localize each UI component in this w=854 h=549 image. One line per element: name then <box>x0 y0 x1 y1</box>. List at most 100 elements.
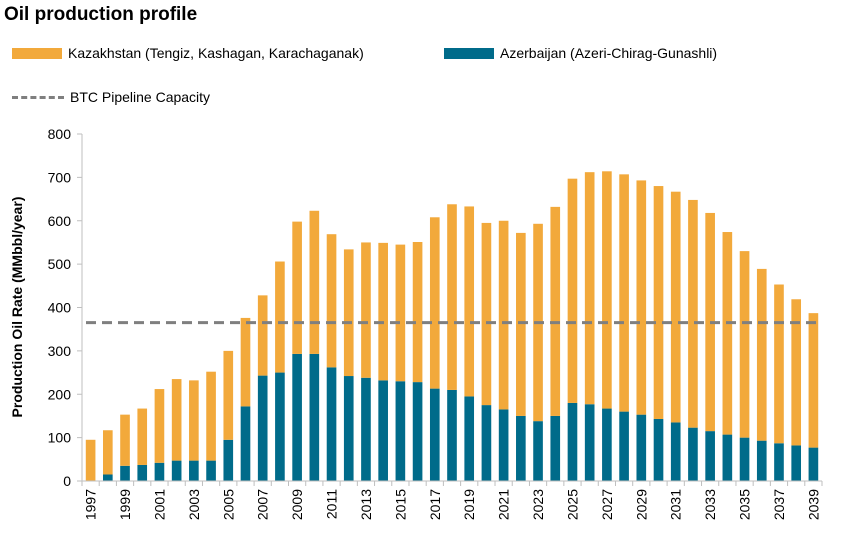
y-tick-label: 300 <box>48 343 72 359</box>
x-tick-label: 2017 <box>427 489 443 520</box>
bar-kazakhstan-1999 <box>120 414 130 466</box>
bar-azerbaijan-2000 <box>137 464 148 481</box>
legend-label-btc: BTC Pipeline Capacity <box>70 89 211 105</box>
x-tick-label: 2029 <box>633 489 649 520</box>
bar-kazakhstan-2007 <box>257 295 268 376</box>
bar-kazakhstan-2005 <box>223 350 234 440</box>
bar-kazakhstan-2021 <box>498 220 509 410</box>
bar-kazakhstan-2034 <box>722 232 733 435</box>
bar-azerbaijan-2026 <box>584 404 595 481</box>
y-tick-label: 200 <box>48 386 72 402</box>
y-axis-label: Production Oil Rate (MMbbl/year) <box>9 197 25 418</box>
bar-kazakhstan-2014 <box>378 242 388 381</box>
x-tick-label: 2015 <box>392 489 408 520</box>
x-tick-label: 2033 <box>702 489 718 520</box>
x-tick-label: 2001 <box>151 489 167 520</box>
bar-azerbaijan-2034 <box>722 434 733 481</box>
bar-azerbaijan-2016 <box>412 382 423 481</box>
x-tick-label: 2035 <box>737 489 753 520</box>
bar-azerbaijan-2021 <box>498 409 509 481</box>
bar-azerbaijan-2009 <box>292 353 302 481</box>
bar-kazakhstan-2016 <box>412 242 423 383</box>
bar-kazakhstan-2032 <box>688 199 698 428</box>
y-tick-label: 600 <box>48 213 72 229</box>
legend-label-azerbaijan: Azerbaijan (Azeri-Chirag-Gunashli) <box>500 45 718 61</box>
bar-azerbaijan-2017 <box>429 388 440 481</box>
bar-kazakhstan-2004 <box>206 371 216 461</box>
bar-azerbaijan-2038 <box>791 445 802 481</box>
bar-azerbaijan-2004 <box>206 460 216 481</box>
bar-azerbaijan-2028 <box>619 411 629 481</box>
bar-kazakhstan-2011 <box>326 234 337 368</box>
bar-azerbaijan-1998 <box>103 474 113 481</box>
bar-azerbaijan-2014 <box>378 380 388 481</box>
bar-kazakhstan-2006 <box>240 317 251 407</box>
x-tick-label: 2013 <box>358 489 374 520</box>
bar-azerbaijan-2019 <box>464 396 475 481</box>
bar-kazakhstan-2031 <box>670 191 681 423</box>
bar-azerbaijan-2001 <box>154 462 165 481</box>
bar-kazakhstan-2038 <box>791 299 802 446</box>
bar-azerbaijan-2015 <box>395 381 406 481</box>
bar-kazakhstan-2003 <box>189 380 199 461</box>
bar-kazakhstan-2030 <box>653 186 664 419</box>
legend-item-btc: BTC Pipeline Capacity <box>12 89 210 105</box>
bar-azerbaijan-2029 <box>636 414 647 481</box>
bar-azerbaijan-2018 <box>447 389 457 481</box>
bar-kazakhstan-2017 <box>429 217 440 389</box>
bar-azerbaijan-2006 <box>240 406 251 481</box>
bar-kazakhstan-2026 <box>584 172 595 405</box>
bar-kazakhstan-2013 <box>361 242 371 378</box>
x-tick-label: 2019 <box>461 489 477 520</box>
x-tick-label: 2003 <box>186 489 202 520</box>
bar-kazakhstan-2015 <box>395 244 406 382</box>
bar-azerbaijan-2035 <box>739 437 750 482</box>
bar-kazakhstan-2035 <box>739 251 750 438</box>
bar-azerbaijan-2032 <box>688 427 698 481</box>
legend-item-azerbaijan: Azerbaijan (Azeri-Chirag-Gunashli) <box>444 45 717 61</box>
bar-kazakhstan-2027 <box>602 171 612 409</box>
bar-kazakhstan-2018 <box>447 204 457 390</box>
bar-azerbaijan-2027 <box>602 408 612 481</box>
x-tick-label: 2005 <box>220 489 236 520</box>
bar-kazakhstan-2028 <box>619 174 629 412</box>
bar-kazakhstan-2009 <box>292 221 302 354</box>
axes-group: 0 100 200 300 400 500 600 700 800 1997 1999 2001 200… <box>48 126 823 520</box>
bar-kazakhstan-2010 <box>309 210 320 354</box>
y-tick-label: 500 <box>48 256 72 272</box>
legend-swatch-azerbaijan <box>444 47 494 59</box>
bar-azerbaijan-1999 <box>120 465 130 481</box>
x-tick-label: 2007 <box>255 489 271 520</box>
chart-title: Oil production profile <box>4 4 198 25</box>
x-tick-label: 2025 <box>564 489 580 520</box>
bar-azerbaijan-2023 <box>533 421 543 481</box>
legend-item-kazakhstan: Kazakhstan (Tengiz, Kashagan, Karachagan… <box>12 45 364 61</box>
legend-swatch-kazakhstan <box>12 47 62 59</box>
x-tick-label: 1997 <box>83 489 99 520</box>
x-tick-label: 2009 <box>289 489 305 520</box>
bar-azerbaijan-2037 <box>774 443 784 481</box>
x-tick-label: 2023 <box>530 489 546 520</box>
x-tick-label: 2031 <box>668 489 684 520</box>
bar-azerbaijan-2030 <box>653 418 664 481</box>
bar-azerbaijan-2020 <box>481 405 492 481</box>
bar-kazakhstan-2008 <box>275 261 285 373</box>
bar-azerbaijan-2013 <box>361 377 371 481</box>
bars-group <box>85 171 819 482</box>
bar-kazakhstan-2019 <box>464 206 475 397</box>
bar-kazakhstan-2020 <box>481 222 492 406</box>
y-tick-label: 100 <box>48 430 72 446</box>
bar-azerbaijan-2022 <box>516 415 526 481</box>
bar-kazakhstan-2025 <box>567 178 578 403</box>
bar-azerbaijan-2007 <box>257 375 268 481</box>
bar-kazakhstan-2012 <box>343 249 354 377</box>
bar-azerbaijan-2025 <box>567 402 578 481</box>
bar-kazakhstan-2000 <box>137 408 148 465</box>
x-tick-label: 2011 <box>324 489 340 519</box>
bar-kazakhstan-2024 <box>550 206 561 416</box>
bar-kazakhstan-2022 <box>516 232 526 416</box>
x-tick-label: 2021 <box>496 489 512 520</box>
bar-azerbaijan-2005 <box>223 439 234 481</box>
bar-kazakhstan-2001 <box>154 389 165 463</box>
